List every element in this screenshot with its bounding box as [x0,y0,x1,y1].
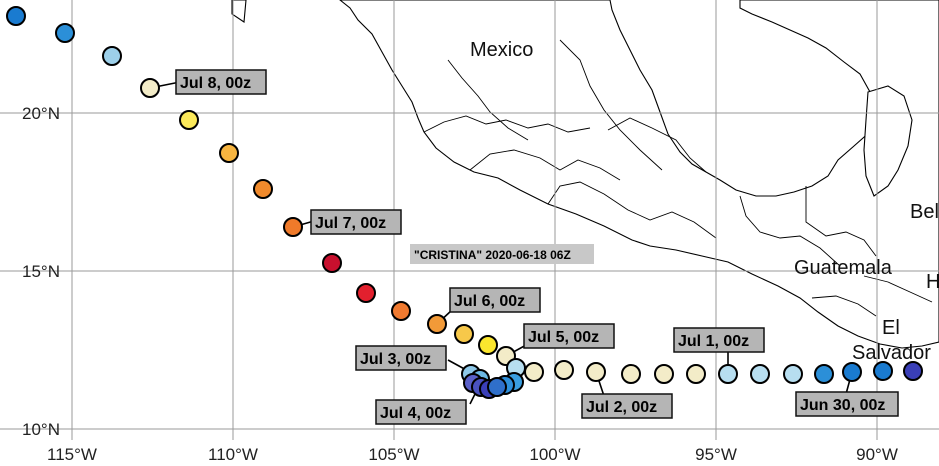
lat-label-20n: 20°N [22,104,60,123]
track-point [356,283,376,303]
track-point [253,179,273,199]
svg-text:Jul 4, 00z: Jul 4, 00z [380,405,451,422]
track-point [487,377,507,397]
storm-title: "CRISTINA" 2020-06-18 06Z [410,244,594,264]
track-point [654,364,674,384]
svg-text:Jul 2, 00z: Jul 2, 00z [586,399,657,416]
track-point [102,46,122,66]
state-borders [423,39,933,317]
svg-text:Jul 7, 00z: Jul 7, 00z [315,215,386,232]
svg-text:Jun 30, 00z: Jun 30, 00z [800,397,885,414]
country-label-honduras: H [926,271,939,293]
track-point [454,324,474,344]
country-label-el: El [882,317,900,339]
track-point [524,362,544,382]
lat-label-10n: 10°N [22,420,60,439]
track-point [554,360,574,380]
storm-track [6,6,923,399]
track-point [55,23,75,43]
track-point [873,361,893,381]
lon-label-115w: 115°W [47,445,97,464]
svg-text:Jul 1, 00z: Jul 1, 00z [678,333,749,350]
date-label-jul2: Jul 2, 00z [581,393,673,419]
date-label-jul1: Jul 1, 00z [673,327,765,353]
svg-text:Jul 8, 00z: Jul 8, 00z [180,75,251,92]
country-label-belize: Bel [910,201,939,223]
track-point [179,110,199,130]
track-point [814,364,834,384]
track-point [718,364,738,384]
latitude-labels: 20°N 15°N 10°N [22,104,60,439]
svg-text:Jul 6, 00z: Jul 6, 00z [454,293,525,310]
lon-label-100w: 100°W [529,445,580,464]
date-label-jul6: Jul 6, 00z [449,287,541,313]
svg-text:Jul 3, 00z: Jul 3, 00z [360,351,431,368]
track-point [391,301,411,321]
track-point [427,314,447,334]
longitude-labels: 115°W 110°W 105°W 100°W 95°W 90°W [47,445,898,464]
lat-label-15n: 15°N [22,262,60,281]
date-label-jul8: Jul 8, 00z [175,69,267,95]
country-labels: Mexico Guatemala El Salvador Bel H [470,39,939,364]
lon-label-105w: 105°W [368,445,419,464]
date-label-jun30: Jun 30, 00z [795,391,899,417]
track-point [783,364,803,384]
date-label-jul4: Jul 4, 00z [375,399,467,425]
lon-label-95w: 95°W [695,445,737,464]
date-label-jul3: Jul 3, 00z [355,345,447,371]
storm-title-text: "CRISTINA" 2020-06-18 06Z [414,248,571,262]
track-point [750,364,770,384]
track-point [903,361,923,381]
country-label-salvador: Salvador [852,342,931,364]
track-point [6,6,26,26]
date-label-jul7: Jul 7, 00z [310,209,402,235]
track-point [621,364,641,384]
track-point [478,335,498,355]
lon-label-110w: 110°W [208,445,258,464]
track-point [322,253,342,273]
track-point [842,362,862,382]
track-point [219,143,239,163]
track-point [283,217,303,237]
date-label-jul5: Jul 5, 00z [523,323,615,349]
country-label-guatemala: Guatemala [794,257,893,279]
svg-text:Jul 5, 00z: Jul 5, 00z [528,329,599,346]
country-label-mexico: Mexico [470,39,533,61]
track-point [686,364,706,384]
track-point [140,78,160,98]
lon-label-90w: 90°W [856,445,898,464]
track-date-labels: Jul 8, 00z Jul 7, 00z Jul 6, 00z Jul 5, … [175,69,899,425]
track-point [586,362,606,382]
